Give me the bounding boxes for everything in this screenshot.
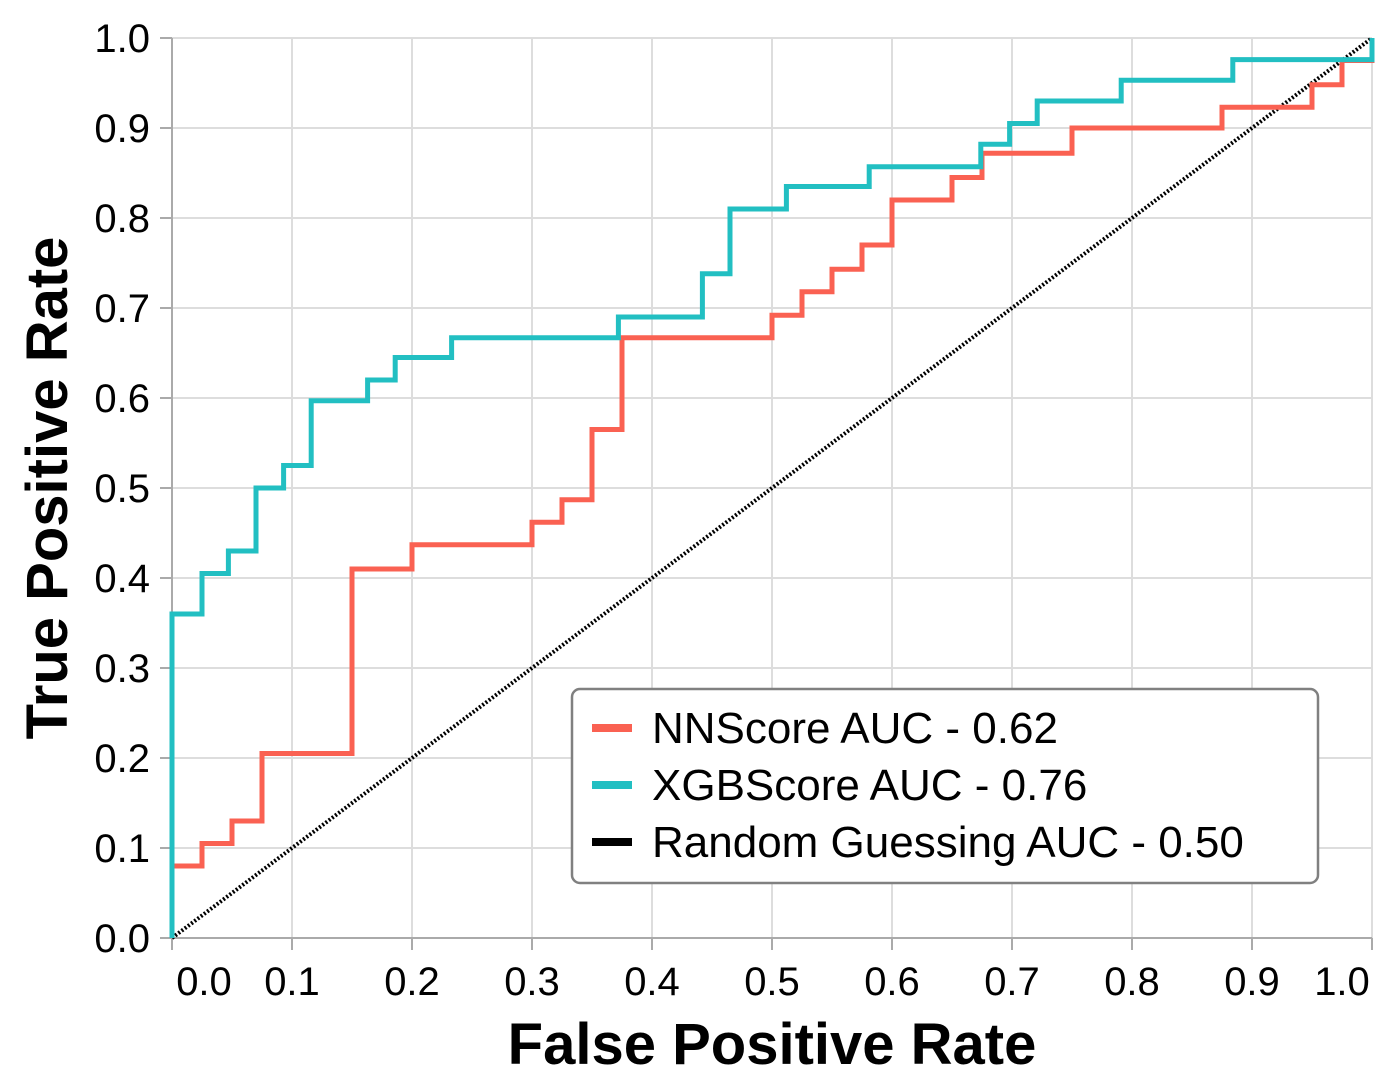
legend-label: Random Guessing AUC - 0.50 (652, 818, 1244, 867)
y-tick-label: 0.8 (94, 197, 150, 241)
legend-item-xgbscore: XGBScore AUC - 0.76 (592, 761, 1087, 810)
x-tick-label: 0.7 (984, 960, 1040, 1004)
y-tick-label: 0.5 (94, 467, 150, 511)
y-axis-ticks: 0.0 0.1 0.2 0.3 0.4 0.5 0.6 0.7 0.8 0.9 1.0 (94, 17, 150, 961)
y-tick-label: 0.4 (94, 557, 150, 601)
x-tick-label: 0.5 (744, 960, 800, 1004)
y-tick-label: 0.2 (94, 737, 150, 781)
x-tick-label: 0.0 (176, 960, 232, 1004)
legend-frame (570, 687, 1320, 885)
legend: NNScore AUC - 0.62 XGBScore AUC - 0.76 Ran… (570, 687, 1320, 885)
x-tick-label: 0.3 (504, 960, 560, 1004)
x-tick-label: 0.9 (1224, 960, 1280, 1004)
y-tick-label: 0.3 (94, 647, 150, 691)
x-tick-label: 0.8 (1104, 960, 1160, 1004)
x-tick-label: 1.0 (1314, 960, 1370, 1004)
random-guessing-line (170, 36, 1374, 940)
nnscore-line (169, 38, 1375, 938)
x-axis-title: False Positive Rate (508, 1012, 1037, 1077)
x-axis-ticks: 0.0 0.1 0.2 0.3 0.4 0.5 0.6 0.7 0.8 0.9 1.0 (176, 960, 1370, 1004)
y-axis-title: True Positive Rate (15, 237, 80, 740)
x-tick-label: 0.4 (624, 960, 680, 1004)
x-tick-label: 0.1 (264, 960, 320, 1004)
y-tick-label: 0.9 (94, 107, 150, 151)
y-tick-label: 0.1 (94, 827, 150, 871)
series-lines (169, 36, 1375, 940)
y-tick-label: 0.6 (94, 377, 150, 421)
y-tick-label: 0.0 (94, 917, 150, 961)
y-tick-label: 0.7 (94, 287, 150, 331)
legend-item-nnscore: NNScore AUC - 0.62 (592, 704, 1058, 753)
y-tick-label: 1.0 (94, 17, 150, 61)
legend-label: NNScore AUC - 0.62 (652, 704, 1058, 753)
x-tick-label: 0.6 (864, 960, 920, 1004)
x-tick-label: 0.2 (384, 960, 440, 1004)
xgbscore-line (169, 38, 1375, 938)
legend-item-random-guessing: Random Guessing AUC - 0.50 (592, 818, 1244, 867)
legend-label: XGBScore AUC - 0.76 (652, 761, 1087, 810)
